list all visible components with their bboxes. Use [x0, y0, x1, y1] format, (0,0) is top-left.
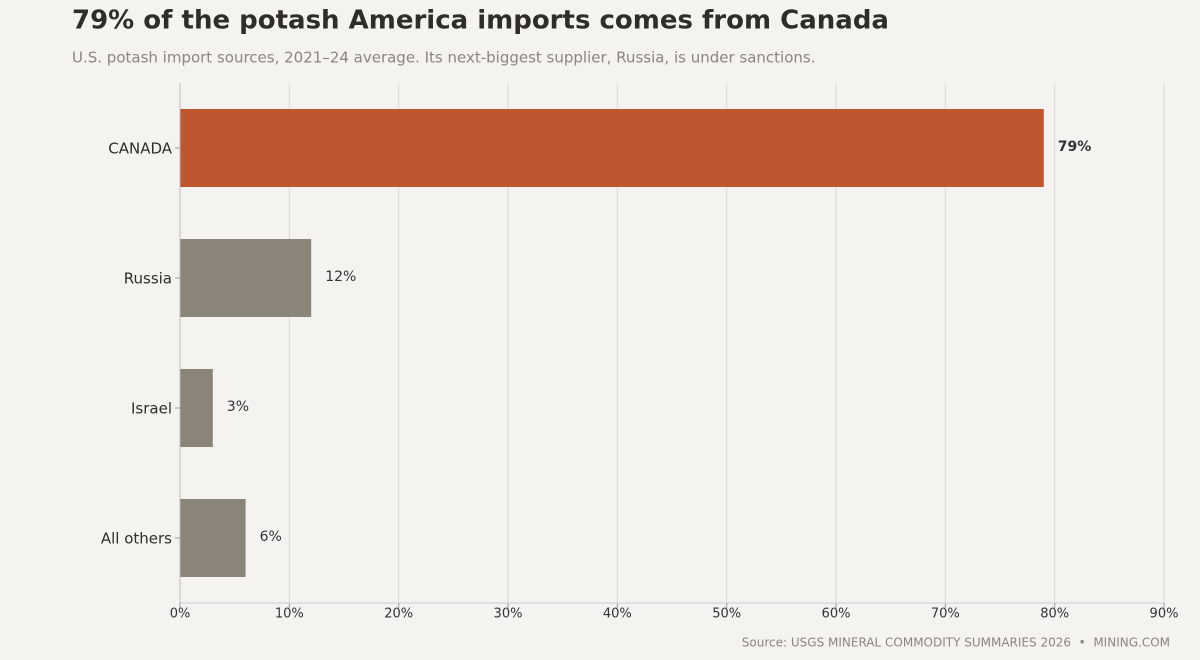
- x-tick-label: 50%: [712, 607, 741, 622]
- x-tick-label: 30%: [494, 607, 523, 622]
- x-tick-label: 20%: [384, 607, 413, 622]
- value-label: 12%: [325, 269, 356, 285]
- value-label: 79%: [1058, 139, 1092, 155]
- bar: [180, 239, 312, 317]
- bar: [180, 369, 213, 447]
- y-tick-label: Israel: [131, 400, 172, 418]
- bar: [180, 109, 1044, 187]
- y-tick-label: Russia: [124, 270, 172, 288]
- y-tick-label: CANADA: [108, 140, 173, 158]
- x-tick-label: 40%: [603, 607, 632, 622]
- source-note: Source: USGS MINERAL COMMODITY SUMMARIES…: [742, 636, 1170, 650]
- value-label: 3%: [227, 399, 249, 415]
- bar: [180, 499, 246, 577]
- value-label: 6%: [260, 529, 282, 545]
- y-tick-label: All others: [101, 530, 172, 548]
- x-tick-label: 10%: [275, 607, 304, 622]
- chart-title: 79% of the potash America imports comes …: [72, 6, 889, 36]
- x-tick-label: 0%: [170, 607, 191, 622]
- x-tick-label: 70%: [931, 607, 960, 622]
- chart-subtitle: U.S. potash import sources, 2021–24 aver…: [72, 49, 816, 67]
- x-tick-label: 90%: [1150, 607, 1179, 622]
- x-tick-label: 60%: [822, 607, 851, 622]
- x-tick-label: 80%: [1040, 607, 1069, 622]
